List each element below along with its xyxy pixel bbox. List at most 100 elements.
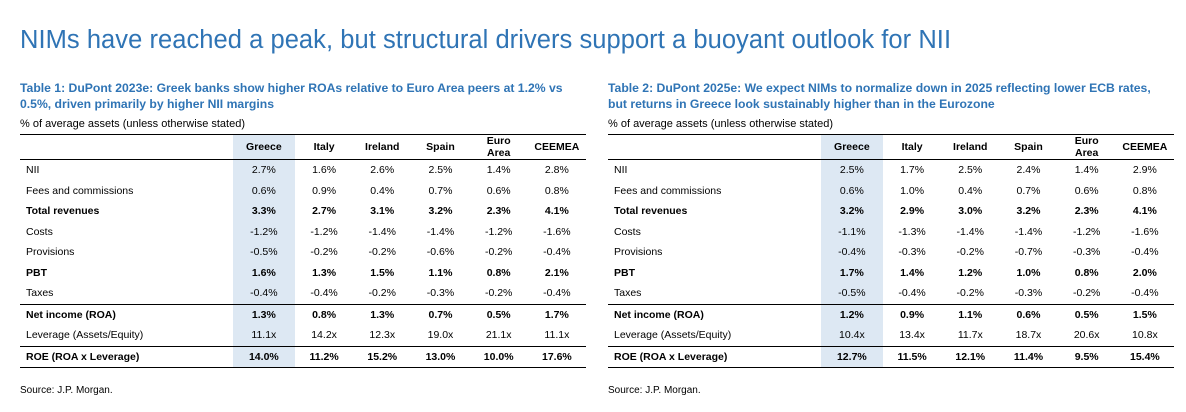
table-cell: 0.9% xyxy=(312,184,337,197)
table-subtitle: % of average assets (unless otherwise st… xyxy=(608,118,834,130)
table-cell: 13.4x xyxy=(899,329,925,342)
row-label: NII xyxy=(26,164,40,177)
table-cell: 2.3% xyxy=(1074,205,1099,218)
table-cell: 1.4% xyxy=(900,266,925,279)
table-cell: 1.7% xyxy=(820,262,883,283)
source-note: Source: J.P. Morgan. xyxy=(20,385,113,396)
row-label: PBT xyxy=(614,266,635,279)
table-cell: -0.4% xyxy=(543,287,571,300)
table-cell: 0.7% xyxy=(1016,184,1041,197)
table-cell: -0.2% xyxy=(368,246,396,259)
column-header: Italy xyxy=(294,134,354,160)
table-cell: 0.7% xyxy=(428,184,453,197)
table-row: Costs -1.1% -1.3% -1.4% -1.4% -1.2% -1.6% xyxy=(608,221,1174,242)
table-cell: 2.5% xyxy=(428,164,453,177)
table-cell: -0.5% xyxy=(232,242,295,263)
column-header: Greece xyxy=(232,134,295,160)
table-cell: 1.4% xyxy=(486,164,511,177)
table-cell: 1.0% xyxy=(900,184,925,197)
table-cell: 0.4% xyxy=(958,184,983,197)
column-header: Ireland xyxy=(353,134,412,160)
column-header: Euro Area xyxy=(469,134,528,160)
table-cell: 0.8% xyxy=(294,303,354,325)
table-cell: 1.1% xyxy=(941,303,1000,325)
table-row: Provisions -0.4% -0.3% -0.2% -0.7% -0.3% -0.4% xyxy=(608,242,1174,263)
table-title: Table 1: DuPont 2023e: Greek banks show … xyxy=(20,80,586,112)
table-row: ROE (ROA x Leverage) 14.0% 11.2% 15.2% 13.0%… xyxy=(20,345,586,368)
table-row: Net income (ROA) 1.3% 0.8% 1.3% 0.7% 0.5% 1.7% xyxy=(20,303,586,325)
table-cell: -0.4% xyxy=(820,242,883,263)
table-subtitle: % of average assets (unless otherwise st… xyxy=(20,118,246,130)
row-label: Costs xyxy=(614,225,641,238)
table-cell: -0.2% xyxy=(1072,287,1101,300)
table-cell: 11.2% xyxy=(294,345,354,368)
table-cell: -0.2% xyxy=(310,246,338,259)
table-cell: 10.8x xyxy=(1132,329,1158,342)
table-cell: 19.0x xyxy=(427,329,454,342)
table-cell: -0.2% xyxy=(956,287,984,300)
source-note: Source: J.P. Morgan. xyxy=(608,385,701,396)
row-label: Provisions xyxy=(26,246,75,259)
table-cell: 1.7% xyxy=(900,164,925,177)
table-cell: 11.1x xyxy=(544,329,570,342)
table-cell: -0.4% xyxy=(310,287,338,300)
table-cell: -1.1% xyxy=(820,221,883,242)
header-row: Greece Italy Ireland Spain Euro Area CEEMEA xyxy=(608,134,1174,160)
table-row: Net income (ROA) 1.2% 0.9% 1.1% 0.6% 0.5% 1.5% xyxy=(608,303,1174,325)
table-cell: 0.6% xyxy=(999,303,1058,325)
table-row: Total revenues 3.2% 2.9% 3.0% 3.2% 2.3% 4.1% xyxy=(608,201,1174,222)
row-label: ROE (ROA x Leverage) xyxy=(20,345,233,368)
table-title-line: but returns in Greece look sustainably h… xyxy=(608,97,995,111)
row-label: Taxes xyxy=(26,287,54,300)
table-cell: -0.3% xyxy=(1014,287,1043,300)
header-cell-empty xyxy=(608,134,821,160)
header-row: Greece Italy Ireland Spain Euro Area CEEMEA xyxy=(20,134,586,160)
table-row: ROE (ROA x Leverage) 12.7% 11.5% 12.1% 11.4%… xyxy=(608,345,1174,368)
page-title: NIMs have reached a peak, but structural… xyxy=(20,26,952,54)
table-cell: 1.6% xyxy=(312,164,337,177)
table-cell: 3.2% xyxy=(820,201,883,222)
table-row: Leverage (Assets/Equity) 10.4x 13.4x 11.7x 1… xyxy=(608,325,1174,346)
table-cell: -0.3% xyxy=(426,287,455,300)
table-cell: 11.4% xyxy=(999,345,1058,368)
dupont-table: Greece Italy Ireland Spain Euro Area CEEMEA NI… xyxy=(608,134,1174,368)
table-cell: -0.2% xyxy=(484,246,513,259)
header-cell-empty xyxy=(20,134,233,160)
table-row: NII 2.7% 1.6% 2.6% 2.5% 1.4% 2.8% xyxy=(20,159,586,181)
table-cell: 2.8% xyxy=(544,164,569,177)
table-cell: -1.2% xyxy=(232,221,295,242)
table-row: Fees and commissions 0.6% 1.0% 0.4% 0.7% 0.6%… xyxy=(608,180,1174,201)
table-cell: 15.4% xyxy=(1115,345,1174,368)
table-cell: 15.2% xyxy=(353,345,412,368)
row-label: Total revenues xyxy=(614,205,688,218)
table-cell: -0.2% xyxy=(368,287,396,300)
table-cell: -0.5% xyxy=(820,283,883,304)
table-cell: -0.7% xyxy=(1014,246,1043,259)
table-cell: 2.7% xyxy=(232,159,295,181)
table-cell: 1.3% xyxy=(312,266,337,279)
table-cell: 11.1x xyxy=(232,325,295,346)
table-cell: 1.3% xyxy=(353,303,412,325)
table-cell: 0.8% xyxy=(1132,184,1157,197)
row-label: Leverage (Assets/Equity) xyxy=(614,329,732,342)
table-cell: 3.1% xyxy=(370,205,395,218)
table-cell: 3.0% xyxy=(958,205,983,218)
table-cell: -0.2% xyxy=(956,246,984,259)
table-cell: -1.2% xyxy=(1072,225,1101,238)
table-cell: 11.5% xyxy=(882,345,942,368)
table-cell: 1.5% xyxy=(1115,303,1174,325)
table-title-line: 0.5%, driven primarily by higher NII mar… xyxy=(20,97,274,111)
table-cell: 2.5% xyxy=(820,159,883,181)
table-cell: 1.3% xyxy=(232,303,295,325)
table-cell: 13.0% xyxy=(411,345,470,368)
table-cell: 11.7x xyxy=(957,329,983,342)
table-row: Taxes -0.5% -0.4% -0.2% -0.3% -0.2% -0.4% xyxy=(608,283,1174,304)
table-cell: 9.5% xyxy=(1057,345,1116,368)
table-cell: 2.9% xyxy=(900,205,925,218)
table-cell: -1.4% xyxy=(956,225,984,238)
table-cell: 0.4% xyxy=(370,184,395,197)
table-cell: 0.5% xyxy=(469,303,528,325)
table-cell: 0.8% xyxy=(544,184,569,197)
table-cell: 1.4% xyxy=(1074,164,1099,177)
table-cell: 20.6x xyxy=(1073,329,1100,342)
